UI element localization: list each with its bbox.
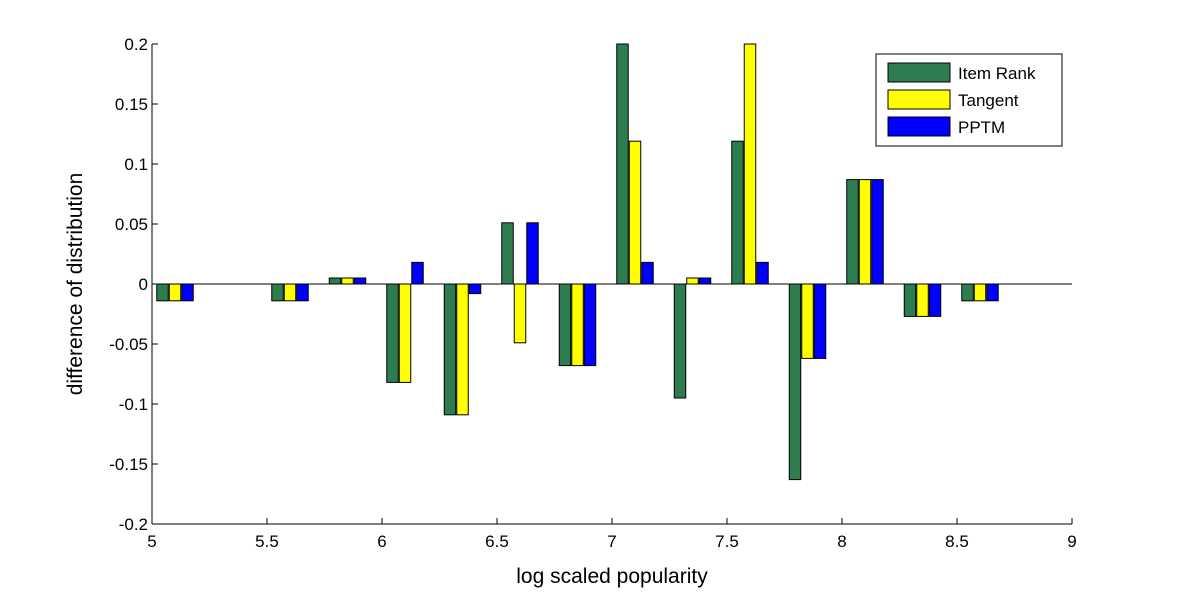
- y-tick-label: -0.1: [119, 395, 148, 414]
- bar-pptm: [928, 283, 942, 317]
- bar-tangent: [686, 277, 699, 285]
- x-tick-label: 5: [147, 532, 156, 551]
- bar-pptm: [641, 261, 654, 285]
- bar-tangent: [916, 283, 929, 317]
- bar-pptm: [468, 283, 482, 295]
- bar-tangent: [858, 179, 872, 285]
- ticks-group: 5 5.5 6 6.5 7 7.5 8 8.5 9 -0.2 -0.15 -0.1 -0.05 0 0.05…: [109, 35, 1076, 551]
- bar-tangent: [628, 140, 642, 285]
- y-tick-label: -0.15: [109, 455, 148, 474]
- y-tick-label: 0.1: [124, 155, 148, 174]
- bar-tangent: [398, 283, 412, 383]
- bar-tangent: [341, 277, 354, 285]
- bar-pptm: [411, 261, 424, 285]
- x-tick-label: 8: [837, 532, 846, 551]
- legend-label: PPTM: [958, 118, 1005, 137]
- x-tick-label: 5.5: [255, 532, 279, 551]
- y-tick-label: -0.2: [119, 515, 148, 534]
- bar-pptm: [296, 283, 309, 302]
- bar-pptm: [986, 283, 999, 302]
- bar-pptm: [181, 283, 194, 302]
- bar-item-rank: [846, 179, 859, 285]
- bar-pptm: [871, 179, 884, 285]
- bar-item-rank: [328, 277, 342, 285]
- bar-pptm: [756, 261, 769, 285]
- x-tick-label: 6.5: [485, 532, 509, 551]
- legend-swatch: [887, 62, 951, 83]
- legend-label: Tangent: [958, 91, 1019, 110]
- bar-item-rank: [271, 283, 284, 302]
- x-tick-label: 7: [607, 532, 616, 551]
- bar-tangent: [973, 283, 987, 302]
- x-tick-label: 8.5: [945, 532, 969, 551]
- y-tick-label: 0: [139, 275, 148, 294]
- bar-tangent: [168, 283, 182, 302]
- x-tick-label: 7.5: [715, 532, 739, 551]
- legend-swatch: [887, 116, 951, 137]
- y-tick-label: 0.05: [115, 215, 148, 234]
- bar-pptm: [526, 222, 539, 285]
- bar-item-rank: [501, 222, 514, 285]
- legend: Item Rank Tangent PPTM: [875, 53, 1063, 147]
- bar-item-rank: [903, 283, 917, 317]
- legend-swatch: [887, 89, 951, 110]
- x-tick-label: 6: [377, 532, 386, 551]
- y-tick-label: 0.2: [124, 35, 148, 54]
- bar-item-rank: [616, 43, 629, 285]
- bar-tangent: [571, 283, 584, 367]
- bar-tangent: [801, 283, 814, 359]
- y-tick-label: -0.05: [109, 335, 148, 354]
- bar-pptm: [583, 283, 597, 367]
- bar-item-rank: [386, 283, 399, 383]
- y-axis-label: difference of distribution: [64, 173, 87, 396]
- bar-tangent: [513, 283, 527, 344]
- x-tick-label: 9: [1067, 532, 1076, 551]
- bar-pptm: [353, 277, 367, 285]
- bar-item-rank: [731, 140, 744, 285]
- bar-pptm: [698, 277, 712, 285]
- bar-item-rank: [788, 283, 802, 481]
- bar-item-rank: [961, 283, 974, 302]
- bar-tangent: [283, 283, 297, 302]
- bar-item-rank: [673, 283, 687, 399]
- bar-pptm: [813, 283, 827, 359]
- bar-item-rank: [443, 283, 457, 416]
- y-tick-label: 0.15: [115, 95, 148, 114]
- bar-tangent: [456, 283, 469, 416]
- bar-item-rank: [558, 283, 572, 367]
- legend-label: Item Rank: [958, 64, 1036, 83]
- x-axis-label: log scaled popularity: [516, 565, 708, 588]
- bar-item-rank: [156, 283, 169, 302]
- bar-tangent: [743, 43, 757, 285]
